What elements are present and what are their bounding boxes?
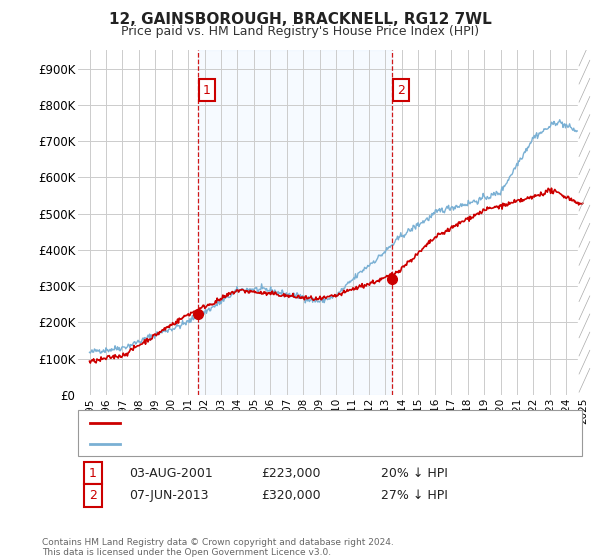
FancyArrowPatch shape (579, 78, 590, 102)
FancyArrowPatch shape (579, 314, 590, 338)
Text: 1: 1 (89, 466, 97, 480)
FancyArrowPatch shape (579, 133, 590, 157)
FancyArrowPatch shape (579, 60, 590, 84)
Text: 27% ↓ HPI: 27% ↓ HPI (381, 489, 448, 502)
FancyArrowPatch shape (579, 296, 590, 320)
Text: 2: 2 (89, 489, 97, 502)
Text: 12, GAINSBOROUGH, BRACKNELL, RG12 7WL: 12, GAINSBOROUGH, BRACKNELL, RG12 7WL (109, 12, 491, 27)
FancyArrowPatch shape (579, 278, 590, 302)
FancyArrowPatch shape (579, 169, 590, 193)
FancyArrowPatch shape (579, 223, 590, 248)
FancyArrowPatch shape (579, 260, 590, 283)
FancyArrowPatch shape (579, 115, 590, 138)
Text: 20% ↓ HPI: 20% ↓ HPI (381, 466, 448, 480)
Text: 03-AUG-2001: 03-AUG-2001 (129, 466, 213, 480)
Text: HPI: Average price, detached house, Bracknell Forest: HPI: Average price, detached house, Brac… (129, 438, 425, 449)
Bar (578, 50, 591, 395)
FancyArrowPatch shape (579, 368, 590, 392)
FancyArrowPatch shape (579, 96, 590, 120)
FancyArrowPatch shape (579, 350, 590, 374)
Bar (198, 50, 392, 395)
FancyArrowPatch shape (579, 187, 590, 211)
Text: 07-JUN-2013: 07-JUN-2013 (129, 489, 209, 502)
Bar (578, 50, 591, 395)
FancyArrowPatch shape (579, 332, 590, 356)
FancyArrowPatch shape (579, 24, 590, 48)
Text: 12, GAINSBOROUGH, BRACKNELL, RG12 7WL (detached house): 12, GAINSBOROUGH, BRACKNELL, RG12 7WL (d… (129, 418, 482, 428)
Text: Price paid vs. HM Land Registry's House Price Index (HPI): Price paid vs. HM Land Registry's House … (121, 25, 479, 38)
Text: £320,000: £320,000 (261, 489, 320, 502)
FancyArrowPatch shape (579, 241, 590, 265)
FancyArrowPatch shape (579, 151, 590, 175)
Text: Contains HM Land Registry data © Crown copyright and database right 2024.
This d: Contains HM Land Registry data © Crown c… (42, 538, 394, 557)
Text: 1: 1 (203, 84, 211, 97)
FancyArrowPatch shape (579, 205, 590, 229)
FancyArrowPatch shape (579, 42, 590, 66)
Text: £223,000: £223,000 (261, 466, 320, 480)
Text: 2: 2 (397, 84, 405, 97)
